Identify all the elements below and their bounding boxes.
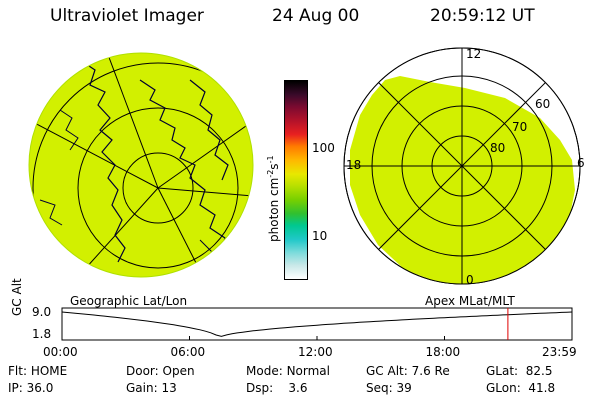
geo-lat-circle-70 — [77, 107, 239, 269]
geo-meridian — [157, 187, 231, 277]
mlt-lat-circle-80 — [431, 135, 493, 197]
geo-lat-circle-60 — [32, 62, 253, 277]
flight-status: Flt: HOME — [8, 364, 68, 378]
mlt-label-dawn: 6 — [577, 156, 585, 170]
dsp-status: Dsp: 3.6 — [246, 381, 308, 395]
altitude-x-tick-label: 12:00 — [298, 345, 333, 359]
altitude-tick-bottom: 1.8 — [32, 327, 52, 341]
colorbar-tick-100: 100 — [312, 141, 335, 155]
geo-panel-caption: Geographic Lat/Lon — [70, 294, 188, 308]
altitude-x-tick-label: 18:00 — [425, 345, 461, 359]
altitude-axis-label: GC Alt — [10, 278, 24, 316]
gain-status: Gain: 13 — [126, 381, 177, 395]
mlt-label-midnight: 0 — [466, 273, 474, 287]
colorbar-unit-label: photon cm-2s-1 — [266, 155, 281, 242]
geo-aurora-fill — [29, 53, 253, 277]
geo-lat-circle-80 — [122, 152, 194, 224]
geo-meridian — [29, 109, 159, 189]
ip-status: IP: 36.0 — [8, 381, 54, 395]
mlt-aurora-fill — [343, 47, 581, 285]
mlt-label-lat70: 70 — [512, 120, 527, 134]
geo-coastline — [199, 239, 246, 266]
glon-status: GLon: 41.8 — [486, 381, 556, 395]
door-status: Door: Open — [126, 364, 195, 378]
gc-alt-status: GC Alt: 7.6 Re — [366, 364, 450, 378]
altitude-x-tick-label: 06:00 — [170, 345, 206, 359]
altitude-plot-frame — [61, 307, 573, 341]
altitude-x-tick-label: 23:59 — [542, 345, 577, 359]
geo-coastline — [79, 59, 126, 263]
glat-status: GLat: 82.5 — [486, 364, 553, 378]
colorbar-tick-10: 10 — [312, 229, 328, 243]
image-time: 20:59:12 UT — [430, 6, 535, 26]
app-title: Ultraviolet Imager — [50, 6, 204, 26]
mlt-lat-circle-60 — [371, 75, 553, 257]
image-date: 24 Aug 00 — [272, 6, 360, 26]
mlt-label-lat60: 60 — [535, 97, 550, 111]
mlt-diagonal — [377, 81, 547, 251]
colorbar — [284, 80, 308, 280]
mlt-label-dusk: 18 — [346, 158, 361, 172]
altitude-x-tick-label: 00:00 — [43, 345, 78, 359]
mlt-diagonal — [377, 81, 547, 251]
mlt-lat-circle-70 — [401, 105, 523, 227]
geo-meridian — [94, 53, 159, 189]
geo-coastline — [39, 109, 79, 226]
geo-coastline — [189, 79, 229, 181]
geo-coastline — [139, 79, 236, 276]
altitude-tick-top: 9.0 — [32, 305, 52, 319]
mlt-label-noon: 12 — [466, 47, 481, 61]
mlt-panel-caption: Apex MLat/MLT — [425, 294, 515, 308]
seq-status: Seq: 39 — [366, 381, 412, 395]
mlt-aurora-region — [350, 76, 575, 284]
altitude-curve — [61, 311, 573, 337]
mode-status: Mode: Normal — [246, 364, 330, 378]
mlt-label-lat80: 80 — [490, 141, 505, 155]
